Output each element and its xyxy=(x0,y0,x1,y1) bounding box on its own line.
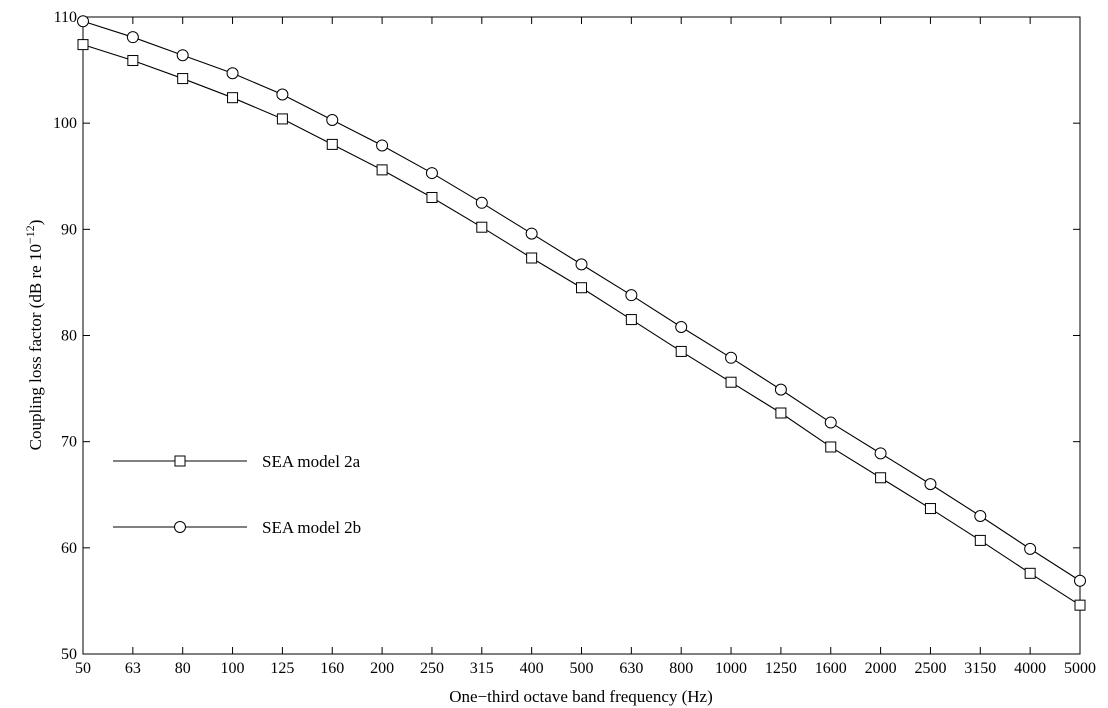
x-tick-label: 2500 xyxy=(914,660,946,677)
x-tick-label: 1000 xyxy=(715,660,747,677)
x-tick-label: 800 xyxy=(669,660,693,677)
data-point xyxy=(276,88,289,101)
x-tick-label: 80 xyxy=(175,660,191,677)
x-tick-label: 400 xyxy=(520,660,544,677)
y-tick-label: 80 xyxy=(61,328,77,345)
data-point xyxy=(824,416,837,429)
x-axis-title: One−third octave band frequency (Hz) xyxy=(449,687,713,706)
data-point xyxy=(725,351,738,364)
data-point xyxy=(425,167,438,180)
data-point xyxy=(924,478,937,491)
data-point xyxy=(774,383,787,396)
data-point xyxy=(575,258,588,271)
x-tick-label: 315 xyxy=(470,660,494,677)
data-point xyxy=(675,345,687,357)
series-layer xyxy=(77,15,1086,611)
data-point xyxy=(176,49,189,62)
x-tick-labels: 50 63 80 100 125 160 200 250 315 400 500 630 800 1000… xyxy=(75,660,1096,677)
data-point xyxy=(1024,567,1036,579)
y-tick-label: 90 xyxy=(61,221,77,238)
data-point xyxy=(1074,574,1086,587)
data-point xyxy=(625,314,637,326)
legend-marker xyxy=(174,521,186,533)
x-tick-label: 50 xyxy=(75,660,91,677)
data-point xyxy=(1074,599,1086,611)
legend-item-1: SEA model 2a xyxy=(113,452,361,471)
x-tick-label: 100 xyxy=(221,660,245,677)
data-point xyxy=(475,196,488,209)
y-tick-label: 60 xyxy=(61,540,77,557)
data-point xyxy=(675,321,688,334)
x-tick-label: 1600 xyxy=(815,660,847,677)
plot-frame xyxy=(82,16,1081,655)
x-tick-label: 4000 xyxy=(1014,660,1046,677)
data-point xyxy=(376,139,389,152)
x-tick-label: 500 xyxy=(570,660,594,677)
series-2 xyxy=(77,15,1086,587)
data-point xyxy=(526,252,538,264)
y-tick-label: 50 xyxy=(61,646,77,663)
axis-ticks xyxy=(82,16,1081,655)
data-point xyxy=(226,67,239,80)
data-point xyxy=(476,221,488,233)
y-tick-labels: 50 60 70 80 90 100 110 xyxy=(53,9,77,663)
x-tick-label: 630 xyxy=(619,660,643,677)
legend-item-2: SEA model 2b xyxy=(113,518,361,537)
data-point xyxy=(426,191,438,203)
x-tick-label: 160 xyxy=(320,660,344,677)
data-point xyxy=(1024,542,1037,555)
data-point xyxy=(974,509,987,522)
x-tick-label: 200 xyxy=(370,660,394,677)
data-point xyxy=(77,39,89,51)
x-tick-label: 2000 xyxy=(865,660,897,677)
y-tick-label: 110 xyxy=(54,9,77,26)
y-tick-label: 70 xyxy=(61,434,77,451)
data-point xyxy=(127,55,139,67)
y-axis-title-main: Coupling loss factor (dB re 10 xyxy=(26,244,45,450)
data-point xyxy=(177,73,189,85)
data-point xyxy=(576,282,587,294)
data-point xyxy=(77,15,89,28)
data-point xyxy=(874,447,887,460)
x-tick-label: 250 xyxy=(420,660,444,677)
legend: SEA model 2a SEA model 2b xyxy=(113,452,361,537)
data-point xyxy=(725,376,737,388)
x-tick-label: 5000 xyxy=(1064,660,1096,677)
data-point xyxy=(825,441,837,453)
data-point xyxy=(525,227,538,240)
data-point xyxy=(276,113,288,125)
data-point xyxy=(227,92,239,104)
data-point xyxy=(875,472,887,484)
legend-label: SEA model 2a xyxy=(262,452,361,471)
y-axis-title-exponent: −12 xyxy=(23,225,37,244)
x-tick-label: 63 xyxy=(125,660,141,677)
data-point xyxy=(625,289,638,302)
data-point xyxy=(126,31,139,44)
legend-marker xyxy=(174,455,186,467)
x-tick-label: 1250 xyxy=(765,660,797,677)
series-1 xyxy=(77,39,1086,611)
x-tick-label: 125 xyxy=(270,660,294,677)
data-point xyxy=(376,164,388,176)
x-tick-label: 3150 xyxy=(964,660,996,677)
data-point xyxy=(326,113,339,126)
y-axis-title: Coupling loss factor (dB re 10−12) xyxy=(23,220,45,451)
y-tick-label: 100 xyxy=(53,115,77,132)
data-point xyxy=(326,138,338,150)
y-axis-title-end: ) xyxy=(26,220,45,226)
data-point xyxy=(924,503,936,515)
data-point xyxy=(775,407,787,419)
legend-label: SEA model 2b xyxy=(262,518,361,537)
data-point xyxy=(974,534,986,546)
